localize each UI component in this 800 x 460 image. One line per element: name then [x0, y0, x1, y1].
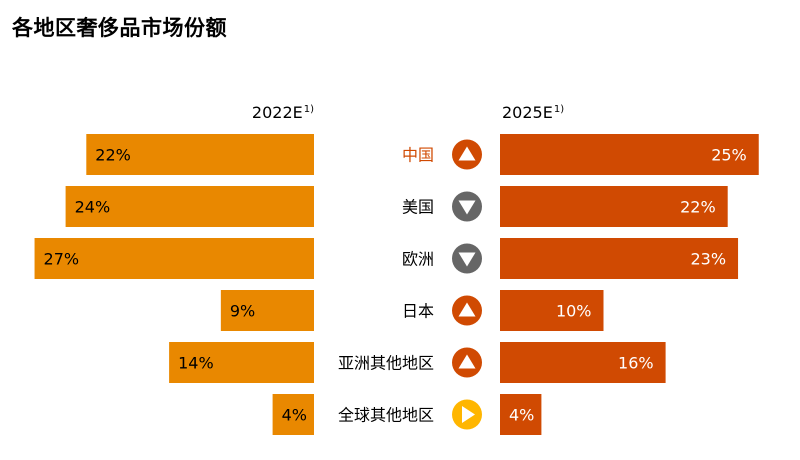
- bar-2025: [500, 186, 728, 227]
- bar-2025: [500, 342, 666, 383]
- bar-2025: [500, 394, 542, 435]
- year-header-2025: 2025E1): [502, 103, 564, 122]
- trend-arrow-glyph: [462, 406, 475, 423]
- footnote-mark-2025: 1): [553, 104, 565, 115]
- bar-2022: [220, 290, 314, 331]
- bar-value-2025: 25%: [711, 146, 747, 165]
- year-label-2025: 2025E: [502, 103, 553, 122]
- bar-2025: [500, 290, 604, 331]
- category-label: 亚洲其他地区: [338, 354, 434, 373]
- category-label: 中国: [402, 146, 434, 165]
- bar-value-2025: 4%: [509, 406, 534, 425]
- category-label: 全球其他地区: [338, 406, 434, 425]
- year-label-2022: 2022E: [251, 103, 303, 122]
- bar-2022: [86, 134, 314, 175]
- bar-value-2022: 9%: [230, 302, 255, 321]
- category-label: 日本: [402, 302, 434, 321]
- bar-value-2022: 22%: [95, 146, 131, 165]
- trend-arrow-glyph: [458, 146, 476, 161]
- bar-2025: [500, 134, 759, 175]
- bar-value-2025: 10%: [556, 302, 592, 321]
- bar-2022: [34, 238, 315, 279]
- bar-2025: [500, 238, 739, 279]
- bar-value-2025: 23%: [690, 250, 726, 269]
- bar-value-2025: 16%: [618, 354, 654, 373]
- category-label: 欧洲: [402, 250, 434, 269]
- bar-value-2022: 27%: [44, 250, 80, 269]
- bar-value-2022: 24%: [75, 198, 111, 217]
- bar-value-2025: 22%: [680, 198, 716, 217]
- trend-arrow-glyph: [458, 252, 476, 267]
- bar-value-2022: 4%: [282, 406, 307, 425]
- year-header-2022: 2022E1): [252, 103, 314, 122]
- chart-title: 各地区奢侈品市场份额: [12, 16, 227, 40]
- trend-arrow-glyph: [458, 354, 476, 369]
- trend-arrow-glyph: [458, 302, 476, 317]
- category-label: 美国: [402, 198, 434, 217]
- bar-2022: [272, 394, 314, 435]
- bar-2022: [65, 186, 314, 227]
- footnote-mark-2022: 1): [303, 104, 314, 115]
- bar-value-2022: 14%: [178, 354, 214, 373]
- trend-arrow-glyph: [458, 200, 476, 215]
- bar-2022: [169, 342, 314, 383]
